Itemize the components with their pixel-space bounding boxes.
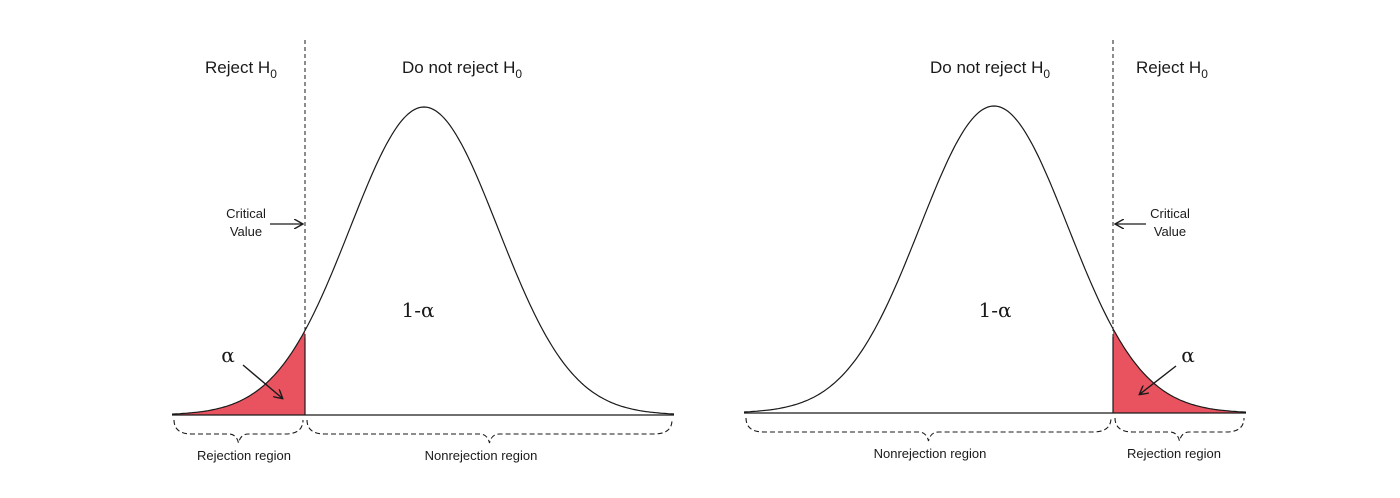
right-critical-label-line2: Value xyxy=(1154,224,1186,239)
left-center-label: 1-α xyxy=(402,298,435,322)
right-tail-panel: Do not reject H0 Reject H0 Critical Valu… xyxy=(743,40,1247,461)
left-rejection-brace xyxy=(173,419,304,444)
right-bell-curve xyxy=(743,105,1247,413)
right-reject-label: Reject H0 xyxy=(1136,58,1208,81)
right-rejection-brace xyxy=(1114,417,1245,442)
right-alpha-arrow xyxy=(1140,365,1177,394)
left-bell-curve xyxy=(171,106,675,415)
left-do-not-reject-label: Do not reject H0 xyxy=(402,58,522,81)
right-alpha-label: α xyxy=(1181,343,1195,367)
left-critical-label-line1: Critical xyxy=(226,206,266,221)
left-tail-panel: Reject H0 Do not reject H0 Critical Valu… xyxy=(171,40,675,463)
left-alpha-label: α xyxy=(221,343,235,367)
left-nonrejection-region-label: Nonrejection region xyxy=(425,448,538,463)
right-rejection-region-label: Rejection region xyxy=(1127,446,1221,461)
left-nonrejection-brace xyxy=(306,419,673,444)
left-rejection-region-label: Rejection region xyxy=(197,448,291,463)
right-do-not-reject-label: Do not reject H0 xyxy=(930,58,1050,81)
left-rejection-area xyxy=(172,332,305,415)
right-center-label: 1-α xyxy=(979,298,1012,322)
right-nonrejection-region-label: Nonrejection region xyxy=(874,446,987,461)
left-critical-label-line2: Value xyxy=(230,224,262,239)
left-reject-label: Reject H0 xyxy=(205,58,277,81)
right-critical-label-line1: Critical xyxy=(1150,206,1190,221)
left-alpha-arrow xyxy=(242,364,282,398)
right-nonrejection-brace xyxy=(745,417,1112,442)
